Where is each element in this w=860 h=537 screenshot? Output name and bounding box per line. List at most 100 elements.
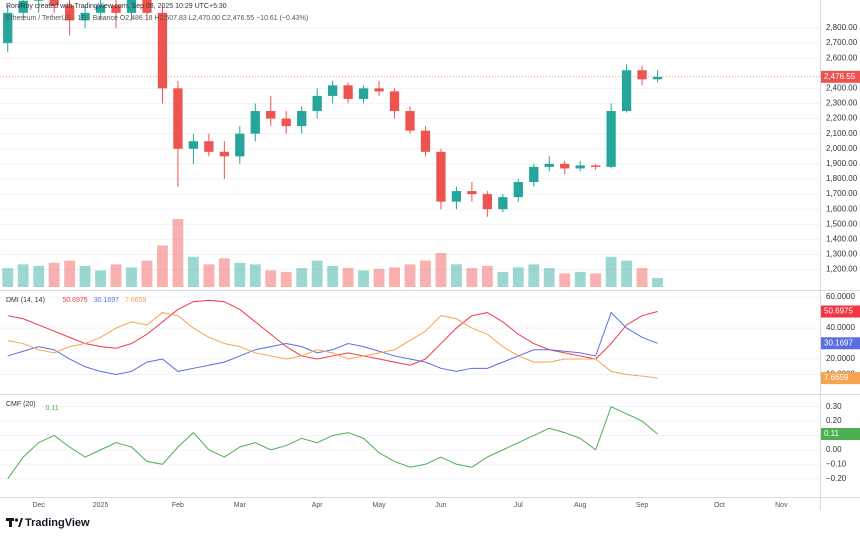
candle-body: [389, 91, 400, 112]
y-tick-label: 2,700.00: [826, 38, 858, 47]
candle-body: [219, 151, 229, 157]
candle-body: [250, 111, 260, 134]
y-tick-label: 1,500.00: [826, 219, 858, 228]
candle-body: [80, 12, 90, 21]
volume-bar: [389, 267, 400, 287]
candle-body: [529, 166, 539, 183]
candle-body: [3, 12, 13, 44]
candle-body: [95, 5, 106, 13]
x-tick-label: 2025: [93, 502, 109, 509]
candle-body: [157, 12, 168, 89]
candle-body: [111, 5, 121, 13]
value-box: [821, 337, 860, 350]
watermark: TradingView: [25, 517, 90, 529]
volume-bar: [358, 270, 369, 287]
candle-body: [49, 0, 59, 6]
volume-bar: [265, 270, 277, 287]
candle-body: [126, 0, 137, 13]
y-tick-label: 2,100.00: [826, 129, 858, 138]
logo: [6, 518, 23, 527]
value-box: [821, 428, 860, 441]
y-tick-label: 60.0000: [826, 292, 855, 301]
candle-body: [652, 76, 663, 80]
candle-body: [204, 141, 214, 152]
volume-bar: [621, 260, 633, 287]
y-tick-label: 2,000.00: [826, 144, 858, 153]
candle-body: [34, 0, 44, 1]
x-tick-label: Mar: [234, 502, 247, 509]
x-tick-label: Oct: [714, 502, 725, 509]
volume-bar: [512, 267, 524, 287]
volume-bar: [311, 260, 323, 287]
indicator-line: [7, 312, 658, 379]
symbol-header: Ethereum / TetherUS · 1D · Binance O2,48…: [6, 15, 308, 22]
cmf-title: CMF (20): [6, 401, 36, 408]
value-label: 7.6659: [824, 373, 849, 382]
indicator-line: [7, 405, 658, 480]
volume-bar: [187, 256, 199, 287]
y-tick-label: 2,800.00: [826, 23, 858, 32]
y-tick-label: 0.30: [826, 402, 842, 411]
candle-body: [482, 194, 492, 210]
last-price-box: [821, 70, 860, 83]
x-tick-label: Nov: [775, 502, 788, 509]
candle-body: [420, 130, 431, 152]
y-tick-label: −0.20: [826, 474, 847, 483]
volume-bar: [203, 264, 215, 287]
candle-body: [544, 163, 554, 167]
volume-bar: [636, 268, 648, 287]
candle-body: [235, 133, 245, 157]
y-tick-label: 2,200.00: [826, 114, 858, 123]
volume-bar: [590, 273, 602, 287]
volume-bar: [497, 271, 509, 287]
volume-bar: [172, 219, 184, 287]
volume-bar: [33, 265, 45, 287]
candle-body: [312, 95, 322, 112]
volume-bar: [79, 265, 91, 287]
y-tick-label: 40.0000: [826, 323, 855, 332]
value-label: 0.11: [824, 429, 840, 438]
volume-bar: [543, 268, 555, 287]
value-label: 50.6975: [824, 307, 853, 316]
volume-bar: [110, 264, 122, 287]
candle-body: [451, 191, 462, 202]
volume-bar: [451, 264, 462, 287]
candle-body: [142, 0, 152, 13]
volume-bar: [481, 265, 493, 287]
candle-body: [436, 151, 446, 202]
candle-body: [266, 111, 276, 119]
volume-bar: [141, 260, 153, 287]
candle-body: [637, 70, 647, 80]
volume-bar: [420, 260, 431, 287]
value-label: 30.1697: [824, 338, 853, 347]
candle-body: [18, 0, 28, 13]
logo-mark: [18, 518, 23, 527]
x-tick-label: Apr: [312, 502, 324, 509]
value-box: [821, 372, 860, 385]
header-value: 30.1697: [94, 297, 119, 304]
volume-bar: [373, 268, 385, 287]
x-tick-label: Dec: [32, 502, 45, 509]
candle-body: [591, 165, 601, 167]
volume-bar: [218, 258, 230, 287]
y-tick-label: −0.10: [826, 459, 847, 468]
volume-bar: [249, 264, 261, 287]
y-tick-label: 2,600.00: [826, 53, 858, 62]
volume-bar: [234, 262, 246, 287]
candle-body: [188, 141, 199, 149]
volume-bar: [95, 270, 106, 287]
candle-body: [281, 118, 291, 127]
candle-body: [513, 182, 523, 198]
y-tick-label: 0.00: [826, 445, 842, 454]
volume-bar: [466, 268, 478, 287]
candle-body: [405, 111, 415, 131]
value-box: [821, 305, 860, 318]
last-price-label: 2,476.55: [824, 72, 856, 81]
header-value: 0.11: [46, 405, 59, 412]
x-tick-label: Sep: [636, 502, 649, 509]
candle-body: [358, 88, 369, 99]
y-tick-label: 2,300.00: [826, 99, 858, 108]
x-tick-label: Feb: [172, 502, 184, 509]
plot-area: 1,200.00 1,300.00 1,400.00 1,500.00 1,600.00…: [0, 0, 860, 509]
